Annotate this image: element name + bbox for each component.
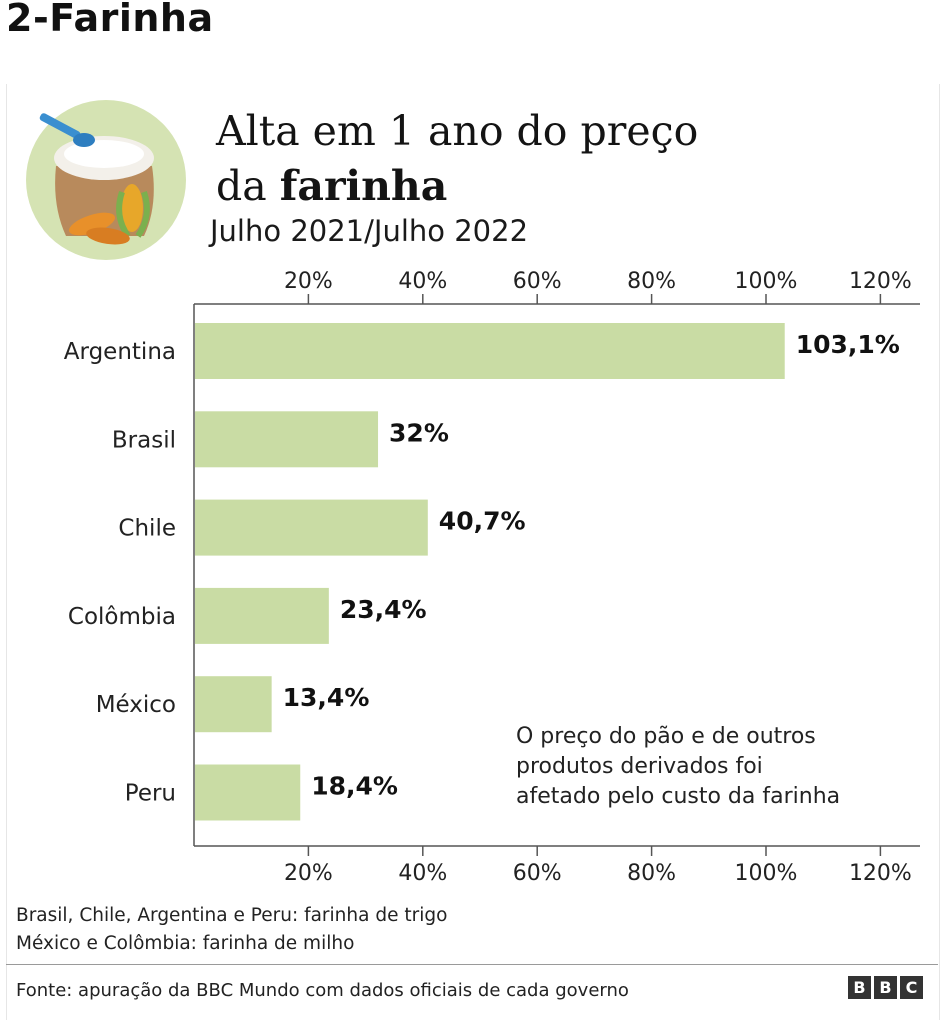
value-label: 13,4%	[283, 683, 370, 712]
note-line: produtos derivados foi	[516, 754, 763, 779]
category-label: Peru	[125, 781, 176, 807]
bar	[195, 676, 272, 733]
x-tick-label-bottom: 100%	[735, 861, 798, 886]
flour-sack-illustration	[26, 100, 186, 260]
category-label: Colômbia	[68, 604, 176, 630]
x-tick-label-bottom: 80%	[627, 861, 676, 886]
x-tick-label-bottom: 40%	[398, 861, 447, 886]
bar	[195, 323, 785, 379]
note-line: afetado pelo custo da farinha	[516, 784, 841, 809]
annotation-note: O preço do pão e de outros produtos deri…	[516, 722, 916, 812]
page-heading: 2-Farinha	[6, 0, 214, 40]
title-line-2-prefix: da	[216, 162, 280, 210]
category-label: México	[96, 692, 176, 718]
infographic-card	[6, 84, 940, 1020]
bar	[195, 764, 301, 821]
wheat-grains	[69, 212, 115, 236]
x-tick-label-bottom: 60%	[513, 861, 562, 886]
chart-title: Alta em 1 ano do preço da farinha	[216, 104, 698, 214]
category-label: Chile	[118, 516, 176, 542]
x-tick-label-top: 40%	[398, 269, 447, 294]
footnote-line: Brasil, Chile, Argentina e Peru: farinha…	[16, 905, 448, 926]
x-tick-label-top: 60%	[513, 269, 562, 294]
bar	[195, 411, 379, 468]
x-tick-label-top: 80%	[627, 269, 676, 294]
value-label: 32%	[389, 418, 449, 447]
bar	[195, 499, 428, 556]
x-tick-label-top: 120%	[849, 269, 912, 294]
footnote-line: México e Colômbia: farinha de milho	[16, 933, 355, 954]
corn-cob	[121, 184, 143, 232]
category-label: Argentina	[64, 339, 176, 365]
scoop-handle	[39, 113, 81, 139]
scoop	[73, 133, 95, 147]
value-label: 103,1%	[796, 330, 900, 359]
value-label: 23,4%	[340, 595, 427, 624]
logo-letter: B	[848, 976, 871, 999]
logo-letter: B	[874, 976, 897, 999]
divider	[6, 964, 938, 965]
value-label: 40,7%	[439, 507, 526, 536]
category-label: Brasil	[112, 427, 176, 453]
title-line-1: Alta em 1 ano do preço	[216, 107, 699, 155]
x-tick-label-bottom: 120%	[849, 861, 912, 886]
bar	[195, 587, 329, 644]
logo-letter: C	[900, 976, 923, 999]
note-line: O preço do pão e de outros	[516, 724, 816, 749]
x-tick-label-top: 20%	[284, 269, 333, 294]
title-line-2-bold: farinha	[279, 162, 448, 210]
x-tick-label-bottom: 20%	[284, 861, 333, 886]
bbc-logo: B B C	[848, 976, 923, 999]
value-label: 18,4%	[311, 772, 398, 801]
source-note: Fonte: apuração da BBC Mundo com dados o…	[16, 980, 629, 1001]
footnote: Brasil, Chile, Argentina e Peru: farinha…	[16, 902, 447, 958]
x-tick-label-top: 100%	[735, 269, 798, 294]
chart-subtitle: Julho 2021/Julho 2022	[210, 214, 529, 248]
bar-chart: 20% 20% 40% 40% 60% 60% 80% 80% 100% 100% 120% 120%…	[64, 269, 920, 886]
